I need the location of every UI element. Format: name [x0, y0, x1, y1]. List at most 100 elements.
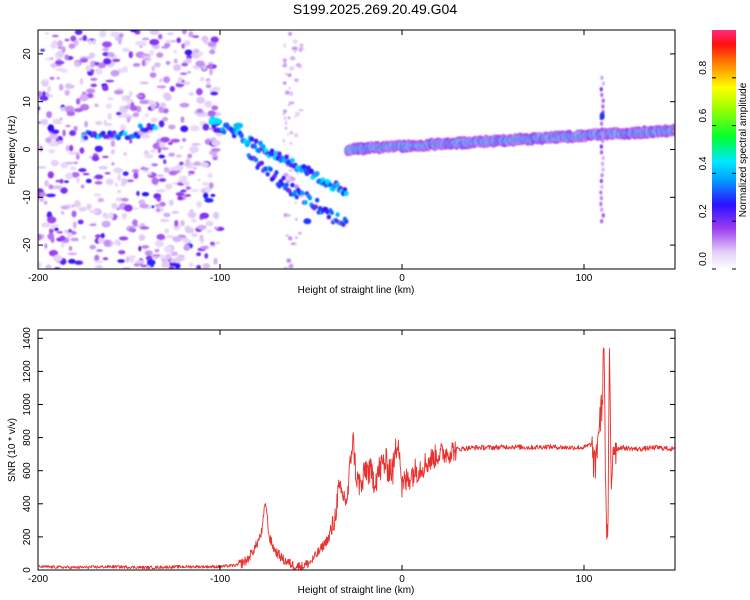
spectrogram-cell [145, 265, 151, 269]
spectrogram-cell [160, 102, 167, 108]
spectrogram-cell [170, 138, 181, 143]
spectrogram-cell [197, 112, 202, 117]
snr-y-tick-label: 1000 [22, 393, 33, 416]
spectrogram-cell [601, 167, 605, 172]
spectrogram-cell [90, 60, 95, 68]
spectrogram-cell [206, 79, 211, 86]
spectrogram-cell [260, 144, 266, 150]
spectrogram-cell [56, 50, 64, 57]
snr-y-tick-label: 400 [22, 495, 33, 512]
spectrogram-cell [38, 90, 42, 98]
spectrogram-x-tick-label: -200 [28, 273, 48, 284]
snr-x-tick-label: 0 [399, 574, 405, 585]
spectrogram-cell [110, 31, 120, 37]
spectrogram-cell [207, 110, 216, 117]
spectrogram-cell [177, 76, 183, 84]
spectrogram-cell [124, 105, 131, 110]
spectrogram-cell [196, 252, 202, 257]
spectrogram-cell [178, 161, 184, 166]
spectrogram-cell [107, 112, 112, 121]
spectrogram-cell [94, 145, 103, 153]
spectrogram-cell [59, 235, 66, 241]
spectrogram-cell [47, 85, 52, 93]
spectrogram-cell [301, 164, 307, 170]
snr-y-tick-label: 200 [22, 528, 33, 545]
spectrogram-cell [294, 111, 301, 117]
spectrogram-cell [55, 179, 61, 183]
spectrogram-cell [300, 190, 305, 196]
spectrogram-cell [233, 122, 244, 129]
spectrogram-cell [290, 176, 296, 182]
spectrogram-cell [140, 134, 151, 139]
spectrogram-cell [196, 108, 204, 114]
spectrogram-cell [122, 47, 130, 53]
spectrogram-cell [97, 62, 106, 69]
spectrogram-cell [599, 196, 603, 201]
spectrogram-cell [205, 220, 214, 227]
spectrogram-cell [55, 138, 60, 142]
spectrogram-cell [38, 233, 42, 241]
spectrogram-cell [601, 138, 605, 144]
spectrogram-cell [176, 37, 181, 44]
spectrogram-cell [146, 259, 156, 266]
spectrogram-cell [282, 81, 287, 85]
spectrogram-cell [599, 190, 603, 195]
spectrogram-cell [136, 105, 142, 113]
spectrogram-cell [113, 167, 123, 174]
spectrogram-cell [156, 196, 161, 202]
spectrogram-cell [82, 172, 90, 176]
spectrogram-cell [199, 212, 210, 219]
spectrogram-cell [179, 102, 190, 108]
spectrogram-cell [113, 89, 124, 95]
spectrogram-cell [249, 136, 255, 142]
spectrogram-cell [672, 129, 675, 133]
colorbar-tick-label: 0.8 [698, 60, 709, 74]
spectrogram-cell [144, 113, 150, 118]
spectrogram-cell [143, 150, 149, 156]
spectrogram-cell [268, 166, 273, 172]
spectrogram-cell [601, 155, 605, 161]
spectrogram-cell [601, 104, 605, 109]
spectrogram-cell [65, 83, 72, 89]
spectrogram-cell [201, 35, 209, 42]
spectrogram-cell [197, 178, 201, 182]
spectrogram-cell [600, 173, 604, 178]
spectrogram-cell [143, 57, 151, 61]
spectrogram-cell [169, 85, 175, 92]
spectrogram-cell [284, 154, 290, 160]
spectrogram-cell [87, 39, 93, 45]
spectrogram-cell [81, 235, 87, 240]
spectrogram-cell [191, 142, 202, 146]
spectrogram-cell [209, 241, 215, 246]
spectrogram-cell [284, 127, 288, 130]
spectrogram-cell [107, 52, 115, 58]
spectrogram-y-axis-label: Frequency (Hz) [7, 116, 18, 185]
snr-y-tick-label: 600 [22, 462, 33, 479]
spectrogram-cell [599, 144, 604, 149]
spectrogram-cell [600, 184, 604, 189]
snr-y-tick-label: 1400 [22, 327, 33, 350]
spectrogram-cell [209, 89, 213, 93]
spectrogram-cell [48, 142, 58, 147]
spectrogram-cell [259, 160, 265, 166]
spectrogram-cell [118, 250, 126, 255]
spectrogram-cell [208, 182, 214, 189]
spectrogram-cell [288, 168, 295, 172]
spectrogram-cell [199, 77, 205, 82]
spectrogram-cell [287, 116, 291, 120]
spectrogram-cell [276, 151, 282, 157]
spectrogram-cell [78, 168, 87, 173]
spectrogram-cell [295, 236, 298, 239]
spectrogram-cell [221, 129, 227, 135]
spectrogram-cell [90, 69, 95, 74]
spectrogram-cell [168, 124, 176, 130]
spectrogram-cell [128, 227, 135, 233]
spectrogram-cell [282, 63, 288, 68]
spectrogram-cell [102, 85, 109, 92]
spectrogram-cell [149, 30, 160, 36]
spectrogram-cell [136, 190, 140, 197]
spectrogram-cell [74, 107, 83, 113]
spectrogram-cell [65, 172, 73, 180]
spectrogram-cell [163, 76, 171, 84]
